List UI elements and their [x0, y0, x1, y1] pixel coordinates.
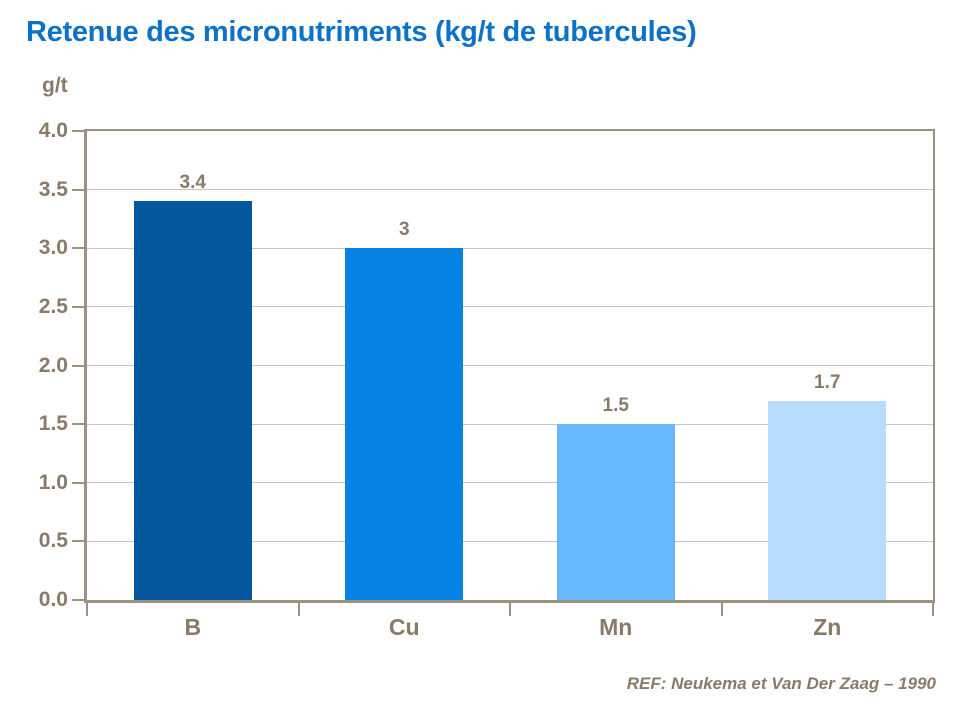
y-tick-label: 2.5	[38, 294, 68, 318]
y-tick-label: 3.0	[38, 236, 68, 260]
y-tick-mark	[72, 423, 87, 426]
gridline	[87, 482, 933, 484]
gridline	[87, 189, 933, 191]
x-category-label: Zn	[813, 614, 842, 640]
y-tick-label: 3.5	[38, 177, 68, 201]
x-tick-mark	[720, 603, 723, 616]
y-tick-mark	[72, 481, 87, 484]
chart-title: Retenue des micronutriments (kg/t de tub…	[26, 16, 697, 48]
y-tick-label: 2.0	[38, 353, 68, 377]
gridline	[87, 247, 933, 249]
bar	[345, 248, 464, 600]
gridline	[87, 365, 933, 366]
y-tick-mark	[72, 305, 87, 308]
y-tick-mark	[72, 599, 87, 601]
x-tick-mark	[297, 603, 300, 616]
gridline	[87, 540, 933, 542]
y-tick-mark	[72, 540, 87, 543]
bar-value-label: 3.4	[179, 172, 206, 193]
y-tick-label: 4.0	[38, 119, 68, 142]
bar	[133, 201, 252, 600]
y-tick-mark	[72, 364, 87, 367]
y-tick-mark	[72, 130, 87, 132]
plot-area: 3.4 3 1.5 1.7	[84, 129, 935, 603]
x-category-label: Cu	[388, 614, 420, 640]
y-tick-mark	[72, 247, 87, 250]
y-axis-unit-label: g/t	[42, 74, 68, 97]
x-category-label: Mn	[599, 614, 633, 640]
x-tick-mark	[509, 603, 511, 616]
x-category-label: B	[184, 614, 202, 640]
x-tick-mark	[86, 603, 88, 616]
reference-note: REF: Neukema et Van Der Zaag – 1990	[626, 674, 936, 693]
bar-value-label: 1.7	[814, 372, 841, 393]
bar-value-label: 1.5	[602, 395, 629, 416]
x-tick-mark	[932, 603, 934, 616]
gridline	[87, 306, 933, 308]
y-tick-label: 1.0	[38, 470, 68, 494]
y-tick-label: 0.0	[38, 588, 68, 611]
gridline	[87, 423, 933, 425]
y-tick-label: 0.5	[38, 529, 68, 553]
bar-value-label: 3	[398, 219, 410, 240]
y-tick-mark	[72, 188, 87, 191]
bar	[556, 424, 675, 600]
y-tick-label: 1.5	[38, 412, 68, 436]
bar	[768, 401, 887, 600]
